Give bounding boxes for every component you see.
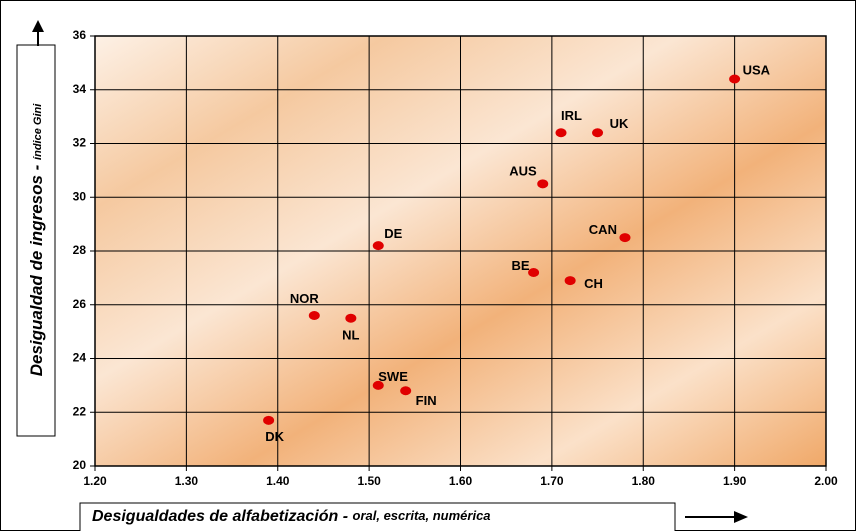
x-label-detail: oral, escrita, numérica — [353, 508, 491, 523]
point — [400, 386, 412, 396]
point-label: NL — [342, 328, 359, 343]
point-label: CH — [584, 276, 603, 291]
point-label: AUS — [509, 163, 537, 178]
x-label-main: Desigualdades de alfabetización - — [92, 508, 353, 525]
point-label: CAN — [589, 222, 617, 237]
point — [308, 311, 320, 320]
y-tick-label: 36 — [73, 28, 87, 42]
y-tick-label: 30 — [73, 189, 87, 203]
y-label-detail: índice Gini — [32, 103, 44, 160]
y-tick-label: 26 — [73, 297, 87, 311]
x-tick-label: 1.40 — [266, 474, 290, 488]
x-tick-label: 1.60 — [449, 474, 473, 488]
point — [729, 74, 741, 84]
x-arrowhead — [734, 511, 748, 523]
y-tick-label: 22 — [73, 404, 87, 418]
point-label: BE — [512, 258, 530, 273]
point — [528, 268, 540, 277]
x-tick-label: 1.30 — [175, 474, 199, 488]
point-label: DE — [384, 226, 402, 241]
y-axis-label: Desigualdad de ingresos - índice Gini — [27, 103, 46, 377]
x-axis-label: Desigualdades de alfabetización - oral, … — [92, 508, 491, 525]
point — [592, 128, 604, 138]
x-tick-label: 2.00 — [814, 474, 838, 488]
point — [263, 415, 275, 425]
x-tick-label: 1.70 — [540, 474, 564, 488]
y-label-main: Desigualdad de ingresos - — [27, 160, 46, 376]
point-label: USA — [743, 62, 771, 77]
x-tick-label: 1.50 — [357, 474, 381, 488]
point — [372, 380, 384, 390]
y-tick-label: 20 — [73, 458, 87, 472]
point — [537, 179, 549, 189]
point-label: DK — [265, 429, 284, 444]
x-tick-label: 1.20 — [83, 474, 107, 488]
point — [345, 313, 357, 323]
x-tick-label: 1.90 — [723, 474, 747, 488]
y-tick-label: 28 — [73, 243, 87, 257]
point-label: SWE — [378, 369, 408, 384]
point-label: UK — [610, 116, 629, 131]
point — [372, 241, 384, 251]
x-label-box — [79, 502, 676, 531]
x-tick-label: 1.80 — [632, 474, 656, 488]
point-label: IRL — [561, 108, 582, 123]
plot-border — [94, 35, 827, 467]
point — [555, 128, 567, 138]
y-tick-label: 24 — [73, 351, 87, 365]
point-label: NOR — [290, 291, 320, 306]
y-arrowhead — [32, 20, 44, 32]
y-label-box — [16, 44, 56, 437]
y-tick-label: 34 — [73, 82, 87, 96]
y-tick-label: 32 — [73, 136, 87, 150]
point — [619, 233, 631, 243]
point-label: FIN — [416, 393, 437, 408]
point — [564, 276, 576, 286]
